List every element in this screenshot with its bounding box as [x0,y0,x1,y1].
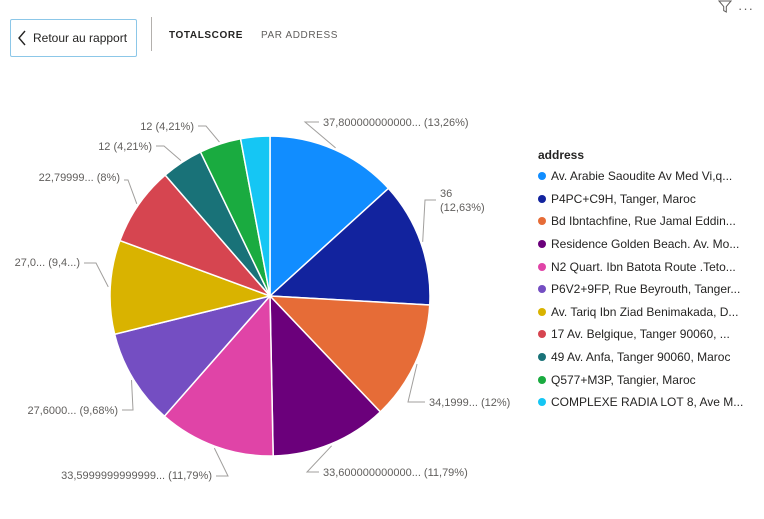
data-label-leader-4 [305,445,332,473]
legend-label: P6V2+9FP, Rue Beyrouth, Tanger... [551,282,741,297]
back-to-report-button[interactable]: Retour au rapport [10,19,137,57]
data-label-7: 27,0... (9,4...) [15,257,80,269]
chart-legend: address Av. Arabie Saoudite Av Med Vi,q.… [538,148,760,414]
data-label-leader-7 [84,262,109,288]
data-label-leader-8 [124,179,138,205]
tab-totalscore[interactable]: TOTALSCORE [169,30,243,41]
pie-slice-7[interactable] [109,239,273,336]
legend-label: Av. Tariq Ibn Ziad Benimakada, D... [551,304,739,319]
header-divider [151,17,152,51]
filter-icon[interactable] [717,0,733,18]
chevron-left-icon [11,19,33,57]
legend-marker [538,353,546,362]
legend-label: COMPLEXE RADIA LOT 8, Ave M... [551,395,744,410]
data-label-leader-3 [407,363,425,403]
legend-marker [538,330,546,339]
legend-marker [538,375,546,384]
legend-label: Residence Golden Beach. Av. Mo... [551,237,740,252]
data-label-4: 33,600000000000... (11,79%) [323,467,468,479]
pie-slice-1[interactable] [269,135,390,298]
tab-par-address[interactable]: PAR ADDRESS [261,30,338,41]
legend-marker [538,262,546,271]
data-label-5: 33,5999999999999... (11,79%) [61,470,212,482]
pie-slice-4[interactable] [269,294,382,457]
legend-marker [538,285,546,294]
data-label-3: 34,1999... (12%) [429,397,510,409]
legend-marker [538,307,546,316]
legend-item-11[interactable]: COMPLEXE RADIA LOT 8, Ave M... [538,391,760,414]
legend-item-8[interactable]: 17 Av. Belgique, Tanger 90060, ... [538,323,760,346]
data-label-9: 12 (4,21%) [98,141,152,153]
legend-item-2[interactable]: P4PC+C9H, Tanger, Maroc [538,188,760,211]
legend-label: N2 Quart. Ibn Batota Route .Teto... [551,259,736,274]
legend-item-5[interactable]: N2 Quart. Ibn Batota Route .Teto... [538,255,760,278]
data-label-8: 22,79999... (8%) [39,172,120,184]
legend-label: Bd Ibntachfine, Rue Jamal Eddin... [551,214,736,229]
legend-label: P4PC+C9H, Tanger, Maroc [551,191,696,206]
data-label-6: 27,6000... (9,68%) [27,405,118,417]
pie-slice-3[interactable] [268,295,431,413]
back-button-label: Retour au rapport [33,31,128,45]
legend-marker [538,194,546,203]
data-label-leader-6 [122,380,134,411]
data-label-leader-2 [422,199,436,242]
pie-slice-5[interactable] [163,294,274,457]
legend-marker [538,217,546,226]
data-label-1: 37,800000000000... (13,26%) [323,117,469,129]
legend-marker [538,240,546,249]
pie-slice-6[interactable] [113,294,273,418]
legend-marker [538,398,546,407]
legend-label: 49 Av. Anfa, Tanger 90060, Maroc [551,350,731,365]
legend-label: 17 Av. Belgique, Tanger 90060, ... [551,327,730,342]
legend-item-7[interactable]: Av. Tariq Ibn Ziad Benimakada, D... [538,301,760,324]
legend-item-4[interactable]: Residence Golden Beach. Av. Mo... [538,233,760,256]
data-label-leader-5 [213,447,229,477]
data-label-10: 12 (4,21%) [140,121,194,133]
data-label-leader-1 [303,121,336,149]
legend-marker [538,172,546,181]
legend-item-1[interactable]: Av. Arabie Saoudite Av Med Vi,q... [538,165,760,188]
legend-item-10[interactable]: Q577+M3P, Tangier, Maroc [538,368,760,391]
legend-item-9[interactable]: 49 Av. Anfa, Tanger 90060, Maroc [538,346,760,369]
legend-item-6[interactable]: P6V2+9FP, Rue Beyrouth, Tanger... [538,278,760,301]
more-options-icon[interactable]: ··· [738,1,754,16]
legend-label: Av. Arabie Saoudite Av Med Vi,q... [551,169,733,184]
visual-header-icons: ··· [717,0,754,18]
data-label-leader-9 [156,145,182,162]
legend-label: Q577+M3P, Tangier, Maroc [551,372,696,387]
pie-slice-11[interactable] [239,135,271,297]
data-label-2: 36 (12,63%) [440,188,485,214]
pie-slice-2[interactable] [268,187,431,306]
legend-item-3[interactable]: Bd Ibntachfine, Rue Jamal Eddin... [538,210,760,233]
legend-title: address [538,148,585,162]
data-label-leader-10 [198,125,220,143]
